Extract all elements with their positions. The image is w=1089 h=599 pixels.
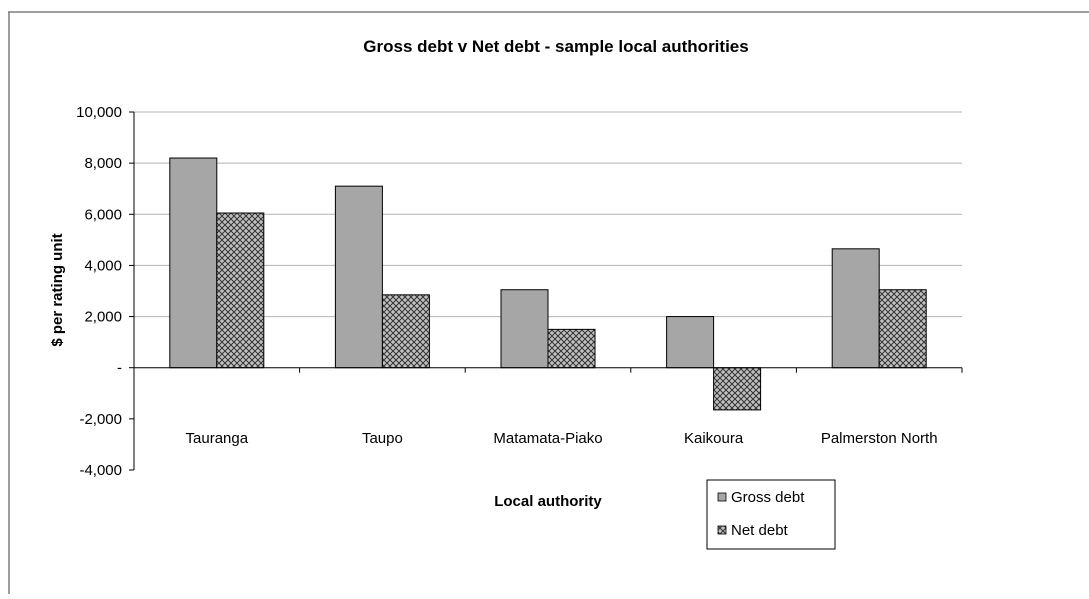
y-tick-label: 10,000 <box>76 104 122 121</box>
legend-swatch-net-debt <box>717 525 727 535</box>
y-tick-label: 4,000 <box>84 257 122 274</box>
legend-label-gross-debt: Gross debt <box>731 489 805 506</box>
y-tick-label: -2,000 <box>79 411 122 428</box>
bar-gross-debt <box>500 289 549 369</box>
bar-net-debt <box>216 212 265 369</box>
legend-label-net-debt: Net debt <box>731 522 789 539</box>
bar-net-debt <box>878 289 927 369</box>
legend-box <box>706 479 836 550</box>
x-tick-label: Kaikoura <box>684 430 744 447</box>
y-axis-label: $ per rating unit <box>49 233 66 346</box>
x-tick-label: Palmerston North <box>821 430 938 447</box>
legend: Gross debt Net debt <box>706 479 836 550</box>
y-tick-label: 8,000 <box>84 155 122 172</box>
bar-net-debt <box>547 328 596 369</box>
axes <box>129 111 963 471</box>
chart-title: Gross debt v Net debt - sample local aut… <box>363 37 748 56</box>
bar-net-debt <box>381 294 430 369</box>
y-tick-label: 2,000 <box>84 309 122 326</box>
y-tick-label: -4,000 <box>79 462 122 479</box>
y-tick-label: 6,000 <box>84 206 122 223</box>
bar-gross-debt <box>334 185 383 369</box>
x-tick-label: Matamata-Piako <box>493 430 602 447</box>
y-tick-label: - <box>117 360 122 377</box>
legend-swatch-gross-debt <box>717 492 727 502</box>
x-tick-labels: Tauranga Taupo Matamata-Piako Kaikoura Palme… <box>186 430 938 447</box>
x-axis-label: Local authority <box>494 493 602 510</box>
bar-gross-debt <box>169 157 218 369</box>
x-tick-label: Tauranga <box>186 430 249 447</box>
bar-gross-debt <box>831 248 880 369</box>
x-tick-label: Taupo <box>362 430 403 447</box>
bars <box>169 157 927 411</box>
bar-gross-debt <box>666 316 715 369</box>
bar-net-debt <box>713 367 762 411</box>
